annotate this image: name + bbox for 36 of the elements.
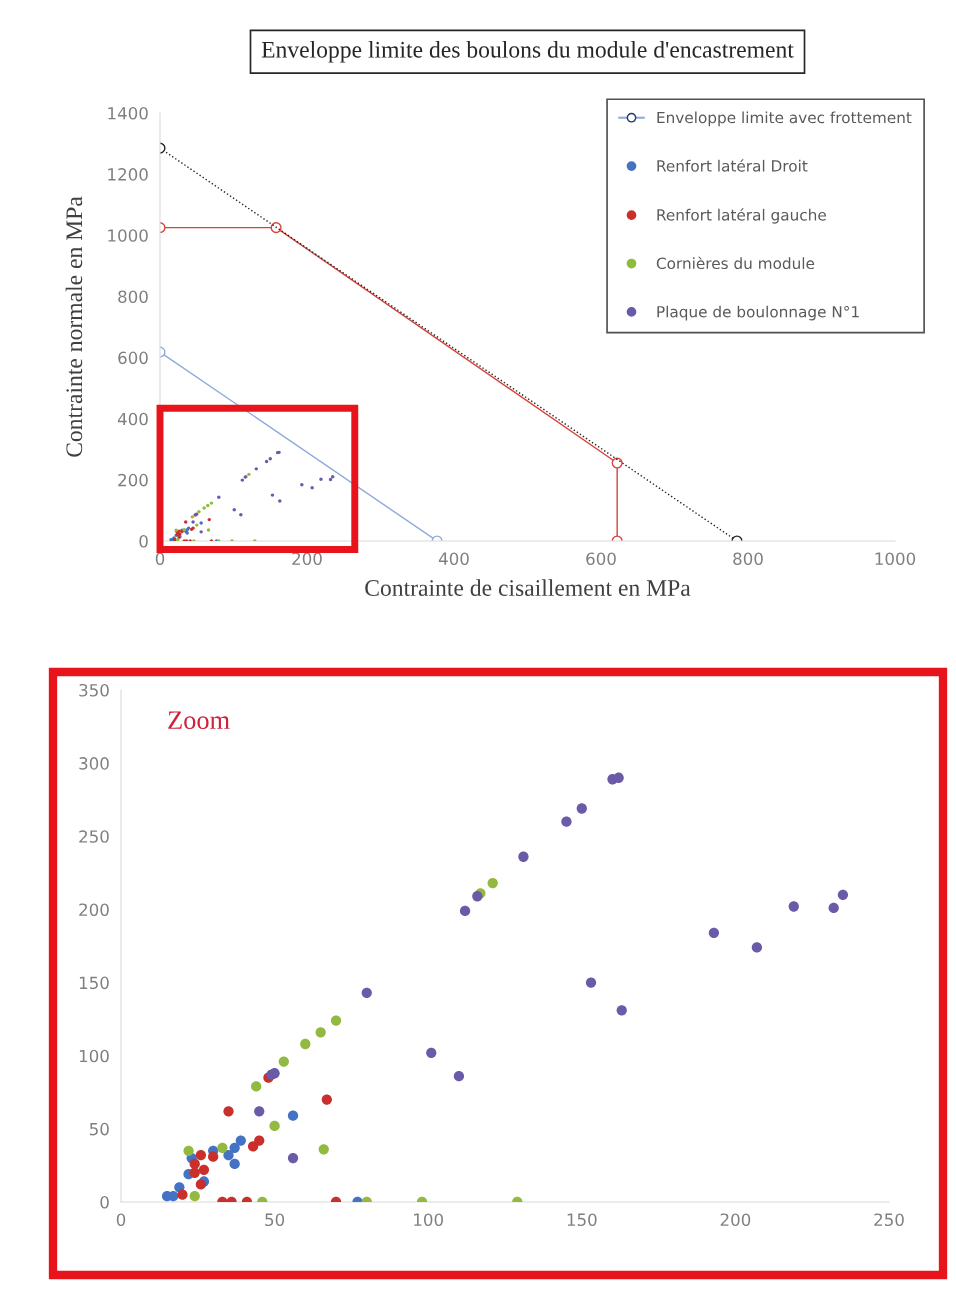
legend-label: Renfort latéral Droit (657, 159, 808, 172)
legend-label: Enveloppe limite avec frottement (657, 111, 912, 127)
y-tick-label: 100 (79, 1049, 109, 1063)
x-tick-label: 50 (265, 1213, 285, 1227)
y-tick-label: 800 (118, 290, 148, 303)
x-tick-label: 150 (567, 1213, 597, 1227)
x-tick-label: 0 (155, 552, 165, 566)
x-tick-label: 200 (720, 1213, 751, 1227)
x-tick-label: 1000 (875, 552, 916, 566)
y-tick-label: 400 (117, 412, 148, 426)
x-tick-label: 800 (733, 552, 763, 566)
legend-label: Plaque de boulonnage N°1 (657, 305, 859, 321)
x-tick-label: 400 (438, 552, 469, 566)
x-tick-label: 250 (874, 1213, 904, 1227)
legend-label: Cornières du module (656, 256, 815, 270)
y-tick-label: 200 (118, 473, 148, 487)
y-tick-label: 1200 (108, 168, 148, 181)
y-tick-label: 250 (79, 830, 109, 843)
y-tick-label: 0 (100, 1195, 109, 1209)
y-tick-label: 300 (79, 757, 109, 770)
y-tick-label: 350 (79, 683, 109, 697)
y-tick-label: 0 (139, 534, 148, 548)
annotation: Zoom (168, 711, 230, 730)
x-tick-label: 100 (414, 1213, 443, 1227)
y-tick-label: 1400 (108, 106, 148, 120)
y-tick-label: 200 (79, 903, 109, 916)
x-axis-title: Contrainte de cisaillement en MPa (365, 579, 691, 596)
y-tick-label: 150 (79, 976, 109, 990)
x-tick-label: 600 (586, 552, 616, 566)
y-tick-label: 600 (118, 351, 148, 365)
y-tick-label: 50 (89, 1122, 109, 1136)
chart-title: Enveloppe limite des boulons du module d'encastrement (261, 41, 794, 63)
x-tick-label: 200 (292, 552, 322, 566)
legend-label: Renfort latéral gauche (657, 208, 826, 224)
y-tick-label: 1000 (108, 229, 148, 242)
y-axis-title: Contrainte normale en MPa (65, 196, 83, 457)
